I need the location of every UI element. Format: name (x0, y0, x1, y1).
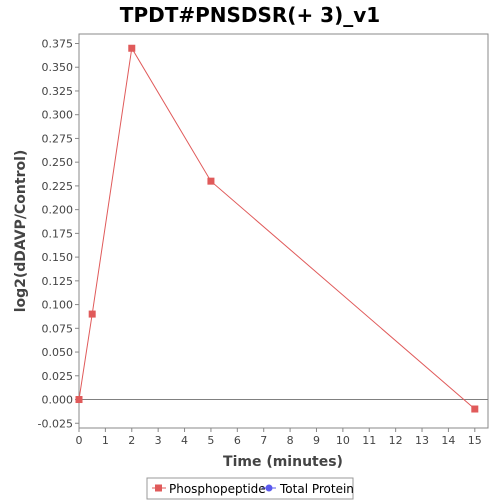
x-tick-label: 11 (362, 434, 376, 447)
x-tick-label: 10 (336, 434, 350, 447)
x-tick-label: 0 (76, 434, 83, 447)
y-tick-label: 0.175 (42, 227, 74, 240)
y-tick-label: 0.150 (42, 251, 74, 264)
x-tick-label: 8 (287, 434, 294, 447)
x-tick-label: 6 (234, 434, 241, 447)
legend-label-total-protein: Total Protein (279, 482, 354, 496)
y-tick-label: 0.275 (42, 132, 74, 145)
chart-title: TPDT#PNSDSR(+ 3)_v1 (120, 3, 380, 27)
y-tick-label: 0.300 (42, 109, 74, 122)
data-point-phosphopeptide (471, 405, 479, 413)
y-tick-label: 0.225 (42, 180, 74, 193)
x-tick-label: 4 (181, 434, 188, 447)
y-tick-label: 0.250 (42, 156, 74, 169)
y-tick-label: 0.050 (42, 346, 74, 359)
y-tick-label: 0.325 (42, 85, 74, 98)
legend: Phosphopeptide Total Protein (146, 477, 354, 500)
data-point-phosphopeptide (88, 310, 96, 318)
y-tick-label: 0.100 (42, 299, 74, 312)
y-tick-label: -0.025 (38, 417, 73, 430)
legend-box (146, 477, 354, 500)
y-tick-label: 0.125 (42, 275, 74, 288)
y-tick-label: 0.025 (42, 370, 74, 383)
data-point-phosphopeptide (128, 44, 136, 52)
y-axis: -0.025 0.000 0.025 0.050 0.075 0.100 0.125 0.15… (38, 37, 79, 430)
plot-area (78, 33, 489, 429)
data-point-phosphopeptide (207, 177, 215, 185)
x-tick-label: 15 (468, 434, 482, 447)
y-tick-label: 0.375 (42, 37, 74, 50)
legend-label-phosphopeptide: Phosphopeptide (169, 482, 266, 496)
series-layer (75, 44, 479, 413)
y-tick-label: 0.200 (42, 204, 74, 217)
y-axis-title: log2(dDAVP/Control) (13, 150, 29, 313)
y-tick-label: 0.350 (42, 61, 74, 74)
y-tick-label: 0.000 (42, 394, 74, 407)
x-tick-label: 5 (207, 434, 214, 447)
x-tick-label: 14 (441, 434, 455, 447)
x-axis-title: Time (minutes) (223, 454, 343, 470)
y-tick-label: 0.075 (42, 322, 74, 335)
legend-marker-total-protein (265, 484, 273, 492)
x-tick-label: 9 (313, 434, 320, 447)
x-axis: 0 1 2 3 4 5 6 7 8 9 10 11 12 13 14 15 (76, 428, 482, 447)
x-tick-label: 12 (389, 434, 403, 447)
legend-marker-phosphopeptide (155, 484, 162, 492)
x-tick-label: 2 (128, 434, 135, 447)
x-tick-label: 13 (415, 434, 429, 447)
x-tick-label: 3 (155, 434, 162, 447)
x-tick-label: 7 (260, 434, 267, 447)
x-tick-label: 1 (102, 434, 109, 447)
data-point-phosphopeptide (75, 396, 83, 404)
